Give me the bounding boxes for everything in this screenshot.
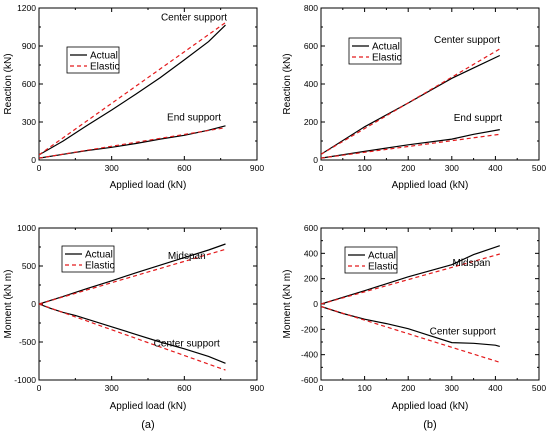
panel-label: (a) <box>141 419 154 431</box>
y-tick-label: 600 <box>22 79 36 89</box>
legend-label-elastic: Elastic <box>90 62 119 73</box>
y-tick-label: 1200 <box>17 3 36 13</box>
annotation-label: Midspan <box>453 258 491 269</box>
legend-label-actual: Actual <box>368 251 396 262</box>
y-tick-label: -600 <box>301 375 318 385</box>
legend-label-elastic: Elastic <box>368 262 397 273</box>
center-support-actual-line <box>321 54 501 155</box>
x-tick-label: 200 <box>401 383 415 393</box>
chart-panel-3: 0 300 600 900 -1000 -500 0 500 1000 Applied load … <box>3 223 264 431</box>
x-tick-label: 200 <box>401 163 415 173</box>
x-tick-label: 0 <box>37 383 42 393</box>
y-tick-label: 300 <box>22 117 36 127</box>
legend-label-elastic: Elastic <box>372 53 401 64</box>
center-support-actual-line <box>39 24 226 156</box>
center-support-elastic-line <box>321 305 500 363</box>
midspan-actual-line <box>39 243 226 305</box>
x-tick-label: 400 <box>488 163 502 173</box>
midspan-elastic-line <box>321 253 500 305</box>
center-support-elastic-line <box>39 22 226 156</box>
legend-label-elastic: Elastic <box>85 261 114 272</box>
panel-label: (b) <box>423 419 436 431</box>
y-axis-label: Reaction (kN) <box>3 53 14 114</box>
y-tick-label: -400 <box>301 350 318 360</box>
legend-box <box>61 245 115 273</box>
y-tick-label: 800 <box>304 3 318 13</box>
end-support-elastic-line <box>39 127 226 159</box>
plot-frame <box>38 7 258 161</box>
chart-panel-1: 0 300 600 900 0 300 600 900 1200 Applied load (kN… <box>3 3 264 191</box>
x-tick-label: 300 <box>105 163 119 173</box>
y-tick-label: -1000 <box>14 375 36 385</box>
chart-panel-2: 0 100 200 300 400 500 0 200 400 600 800 Applied loa… <box>282 3 546 191</box>
x-tick-label: 900 <box>250 383 264 393</box>
y-axis-label: Reaction (kN) <box>282 53 293 114</box>
legend-box <box>344 246 398 274</box>
y-axis-label: Moment (kN m) <box>282 270 293 339</box>
chart-panel-4: 0 100 200 300 400 500 -600 -400 -200 0 200 400 600 Ap… <box>282 223 546 431</box>
legend-box <box>66 46 120 74</box>
y-tick-label: 600 <box>304 223 318 233</box>
annotation-label: Center support <box>434 35 500 46</box>
y-tick-label: 900 <box>22 41 36 51</box>
y-tick-label: -200 <box>301 324 318 334</box>
x-axis-label: Applied load (kN) <box>392 180 469 191</box>
annotation-label: Center support <box>161 13 227 24</box>
end-support-actual-line <box>321 129 500 159</box>
x-tick-label: 400 <box>488 383 502 393</box>
center-support-actual-line <box>39 303 226 364</box>
legend-label-actual: Actual <box>90 51 118 62</box>
x-tick-label: 100 <box>358 163 372 173</box>
y-tick-label: 400 <box>304 79 318 89</box>
midspan-actual-line <box>321 245 500 305</box>
y-tick-label: 1000 <box>17 223 36 233</box>
x-tick-label: 600 <box>177 383 191 393</box>
x-tick-label: 0 <box>319 163 324 173</box>
x-axis-label: Applied load (kN) <box>110 180 187 191</box>
annotation-label: End supprt <box>454 113 503 124</box>
x-tick-label: 300 <box>445 383 459 393</box>
annotation-label: Center support <box>430 326 496 337</box>
y-tick-label: 400 <box>304 248 318 258</box>
x-tick-label: 300 <box>445 163 459 173</box>
y-tick-label: 0 <box>313 155 318 165</box>
y-tick-label: 0 <box>31 155 36 165</box>
y-tick-label: 200 <box>304 274 318 284</box>
x-tick-label: 500 <box>532 383 546 393</box>
x-tick-label: 900 <box>250 163 264 173</box>
annotation-label: Center support <box>154 339 220 350</box>
legend-box <box>348 37 402 65</box>
center-support-actual-line <box>321 305 500 347</box>
y-tick-label: 500 <box>22 261 36 271</box>
midspan-elastic-line <box>39 248 226 305</box>
y-tick-label: 0 <box>31 299 36 309</box>
x-tick-label: 600 <box>177 163 191 173</box>
center-support-elastic-line <box>39 303 226 371</box>
legend-label-actual: Actual <box>372 42 400 53</box>
y-tick-label: 200 <box>304 117 318 127</box>
y-tick-label: 0 <box>313 299 318 309</box>
y-tick-label: -500 <box>19 337 36 347</box>
x-axis-label: Applied load (kN) <box>392 401 469 412</box>
x-tick-label: 100 <box>358 383 372 393</box>
x-axis-label: Applied load (kN) <box>110 401 187 412</box>
y-tick-label: 600 <box>304 41 318 51</box>
legend-label-actual: Actual <box>85 250 113 261</box>
x-tick-label: 300 <box>105 383 119 393</box>
annotation-label: Midspan <box>168 251 206 262</box>
x-tick-label: 500 <box>532 163 546 173</box>
y-axis-label: Moment (kN m) <box>3 270 14 339</box>
x-tick-label: 0 <box>319 383 324 393</box>
end-support-elastic-line <box>321 133 500 159</box>
annotation-label: End support <box>167 113 221 124</box>
plot-frame <box>320 7 540 161</box>
x-tick-label: 0 <box>37 163 42 173</box>
